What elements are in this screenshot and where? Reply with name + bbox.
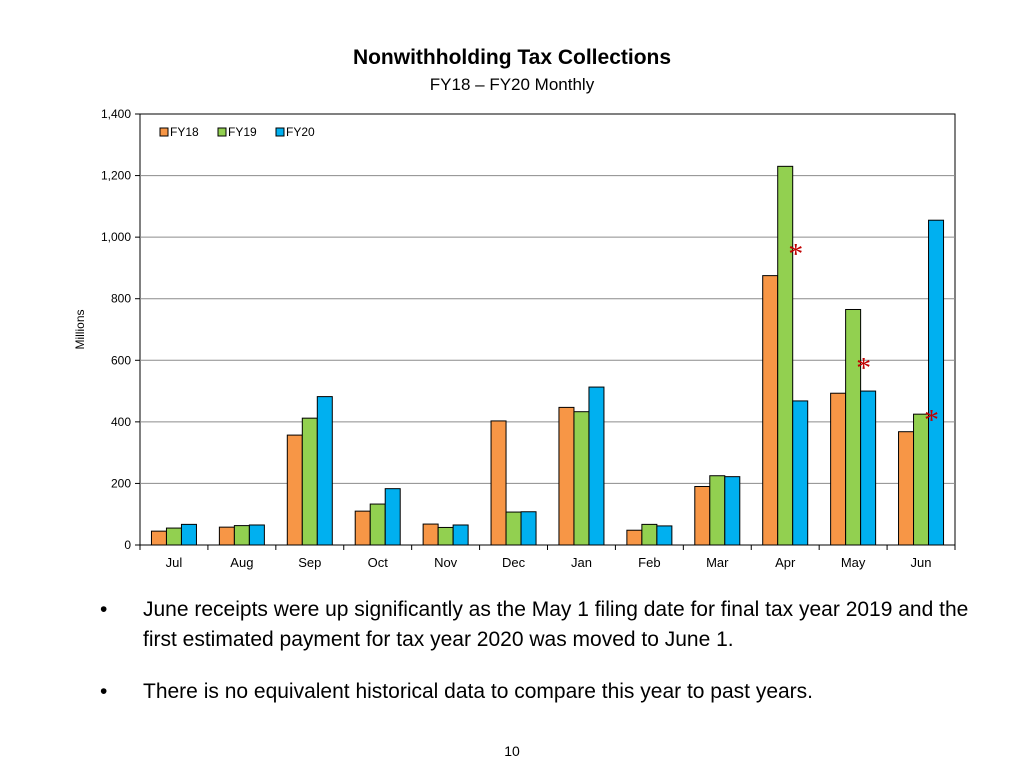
bar-fy19-aug [233, 525, 250, 546]
legend-label-fy20: FY20 [286, 125, 315, 139]
bar-chart: 0 200 400 600 800 1,000 1,200 1,400 Millions Jul A… [73, 107, 956, 570]
bar-fy18-jul [150, 530, 167, 546]
bar-fy19-mar [709, 475, 726, 546]
bar-fy18-nov [422, 523, 439, 546]
bar-fy19-nov [437, 526, 454, 546]
y-tick-label: 600 [111, 353, 131, 367]
bar-fy19-oct [369, 503, 386, 546]
bar-fy18-apr [762, 275, 779, 546]
annotation-asterisk: * [856, 351, 871, 384]
page-number: 10 [504, 743, 520, 759]
bar-fy20-aug [248, 524, 265, 546]
x-tick-label: Nov [434, 555, 458, 570]
bar-fy18-aug [218, 526, 235, 546]
bar-fy18-may [830, 392, 847, 546]
bar-fy18-sep [286, 434, 303, 546]
y-tick-label: 0 [124, 538, 131, 552]
bar-fy19-jul [165, 527, 182, 546]
bullet-item: • There is no equivalent historical data… [100, 677, 980, 707]
annotation-asterisk: * [788, 237, 803, 270]
y-tick-label: 1,400 [101, 107, 131, 121]
x-tick-label: Apr [775, 555, 796, 570]
annotation-asterisk: * [924, 404, 939, 437]
bar-fy20-jul [180, 523, 197, 546]
y-tick-label: 1,200 [101, 169, 131, 183]
bar-fy20-oct [384, 488, 401, 546]
x-tick-label: Sep [298, 555, 321, 570]
x-tick-label: Jan [571, 555, 592, 570]
bar-fy19-jan [573, 411, 590, 546]
bar-fy20-apr [792, 400, 809, 546]
legend-swatch-fy19 [217, 127, 227, 137]
bar-fy20-jan [588, 386, 605, 546]
legend-swatch-fy18 [159, 127, 169, 137]
bar-fy20-may [860, 390, 877, 546]
bullet-item: • June receipts were up significantly as… [100, 595, 980, 655]
x-tick-label: Jul [166, 555, 183, 570]
bullet-marker: • [100, 680, 108, 703]
y-axis-label: Millions [73, 309, 87, 349]
bullet-text: June receipts were up significantly as t… [143, 598, 969, 651]
y-tick-label: 800 [111, 292, 131, 306]
x-tick-label: Aug [230, 555, 253, 570]
bar-fy20-mar [724, 476, 741, 546]
y-tick-label: 200 [111, 476, 131, 490]
bar-fy18-mar [694, 486, 711, 546]
x-tick-label: Mar [706, 555, 729, 570]
bullet-list: • June receipts were up significantly as… [100, 595, 980, 729]
chart-subtitle: FY18 – FY20 Monthly [429, 75, 595, 94]
legend-label-fy19: FY19 [228, 125, 257, 139]
bar-fy18-oct [354, 510, 371, 546]
bullet-marker: • [100, 598, 108, 621]
bar-fy19-may [845, 308, 862, 546]
bar-fy20-feb [656, 525, 673, 546]
bullet-text: There is no equivalent historical data t… [143, 680, 814, 703]
bar-fy18-feb [626, 529, 643, 546]
bar-fy18-jun [898, 431, 915, 546]
y-tick-label: 400 [111, 415, 131, 429]
x-tick-label: May [841, 555, 866, 570]
x-tick-label: Dec [502, 555, 526, 570]
chart-title: Nonwithholding Tax Collections [352, 46, 672, 69]
bar-fy19-dec [505, 511, 522, 546]
bar-fy20-dec [520, 511, 537, 546]
bar-fy18-dec [490, 420, 507, 546]
bar-fy19-sep [301, 417, 318, 546]
x-tick-label: Oct [368, 555, 389, 570]
bar-fy19-feb [641, 523, 658, 546]
legend-label-fy18: FY18 [170, 125, 199, 139]
bar-fy19-apr [777, 165, 794, 546]
bar-fy18-jan [558, 406, 575, 546]
bar-fy20-nov [452, 524, 469, 546]
y-tick-label: 1,000 [101, 230, 131, 244]
bar-fy20-jun [928, 219, 945, 546]
bar-fy20-sep [316, 396, 333, 546]
x-tick-label: Jun [911, 555, 932, 570]
x-tick-label: Feb [638, 555, 660, 570]
legend-swatch-fy20 [275, 127, 285, 137]
